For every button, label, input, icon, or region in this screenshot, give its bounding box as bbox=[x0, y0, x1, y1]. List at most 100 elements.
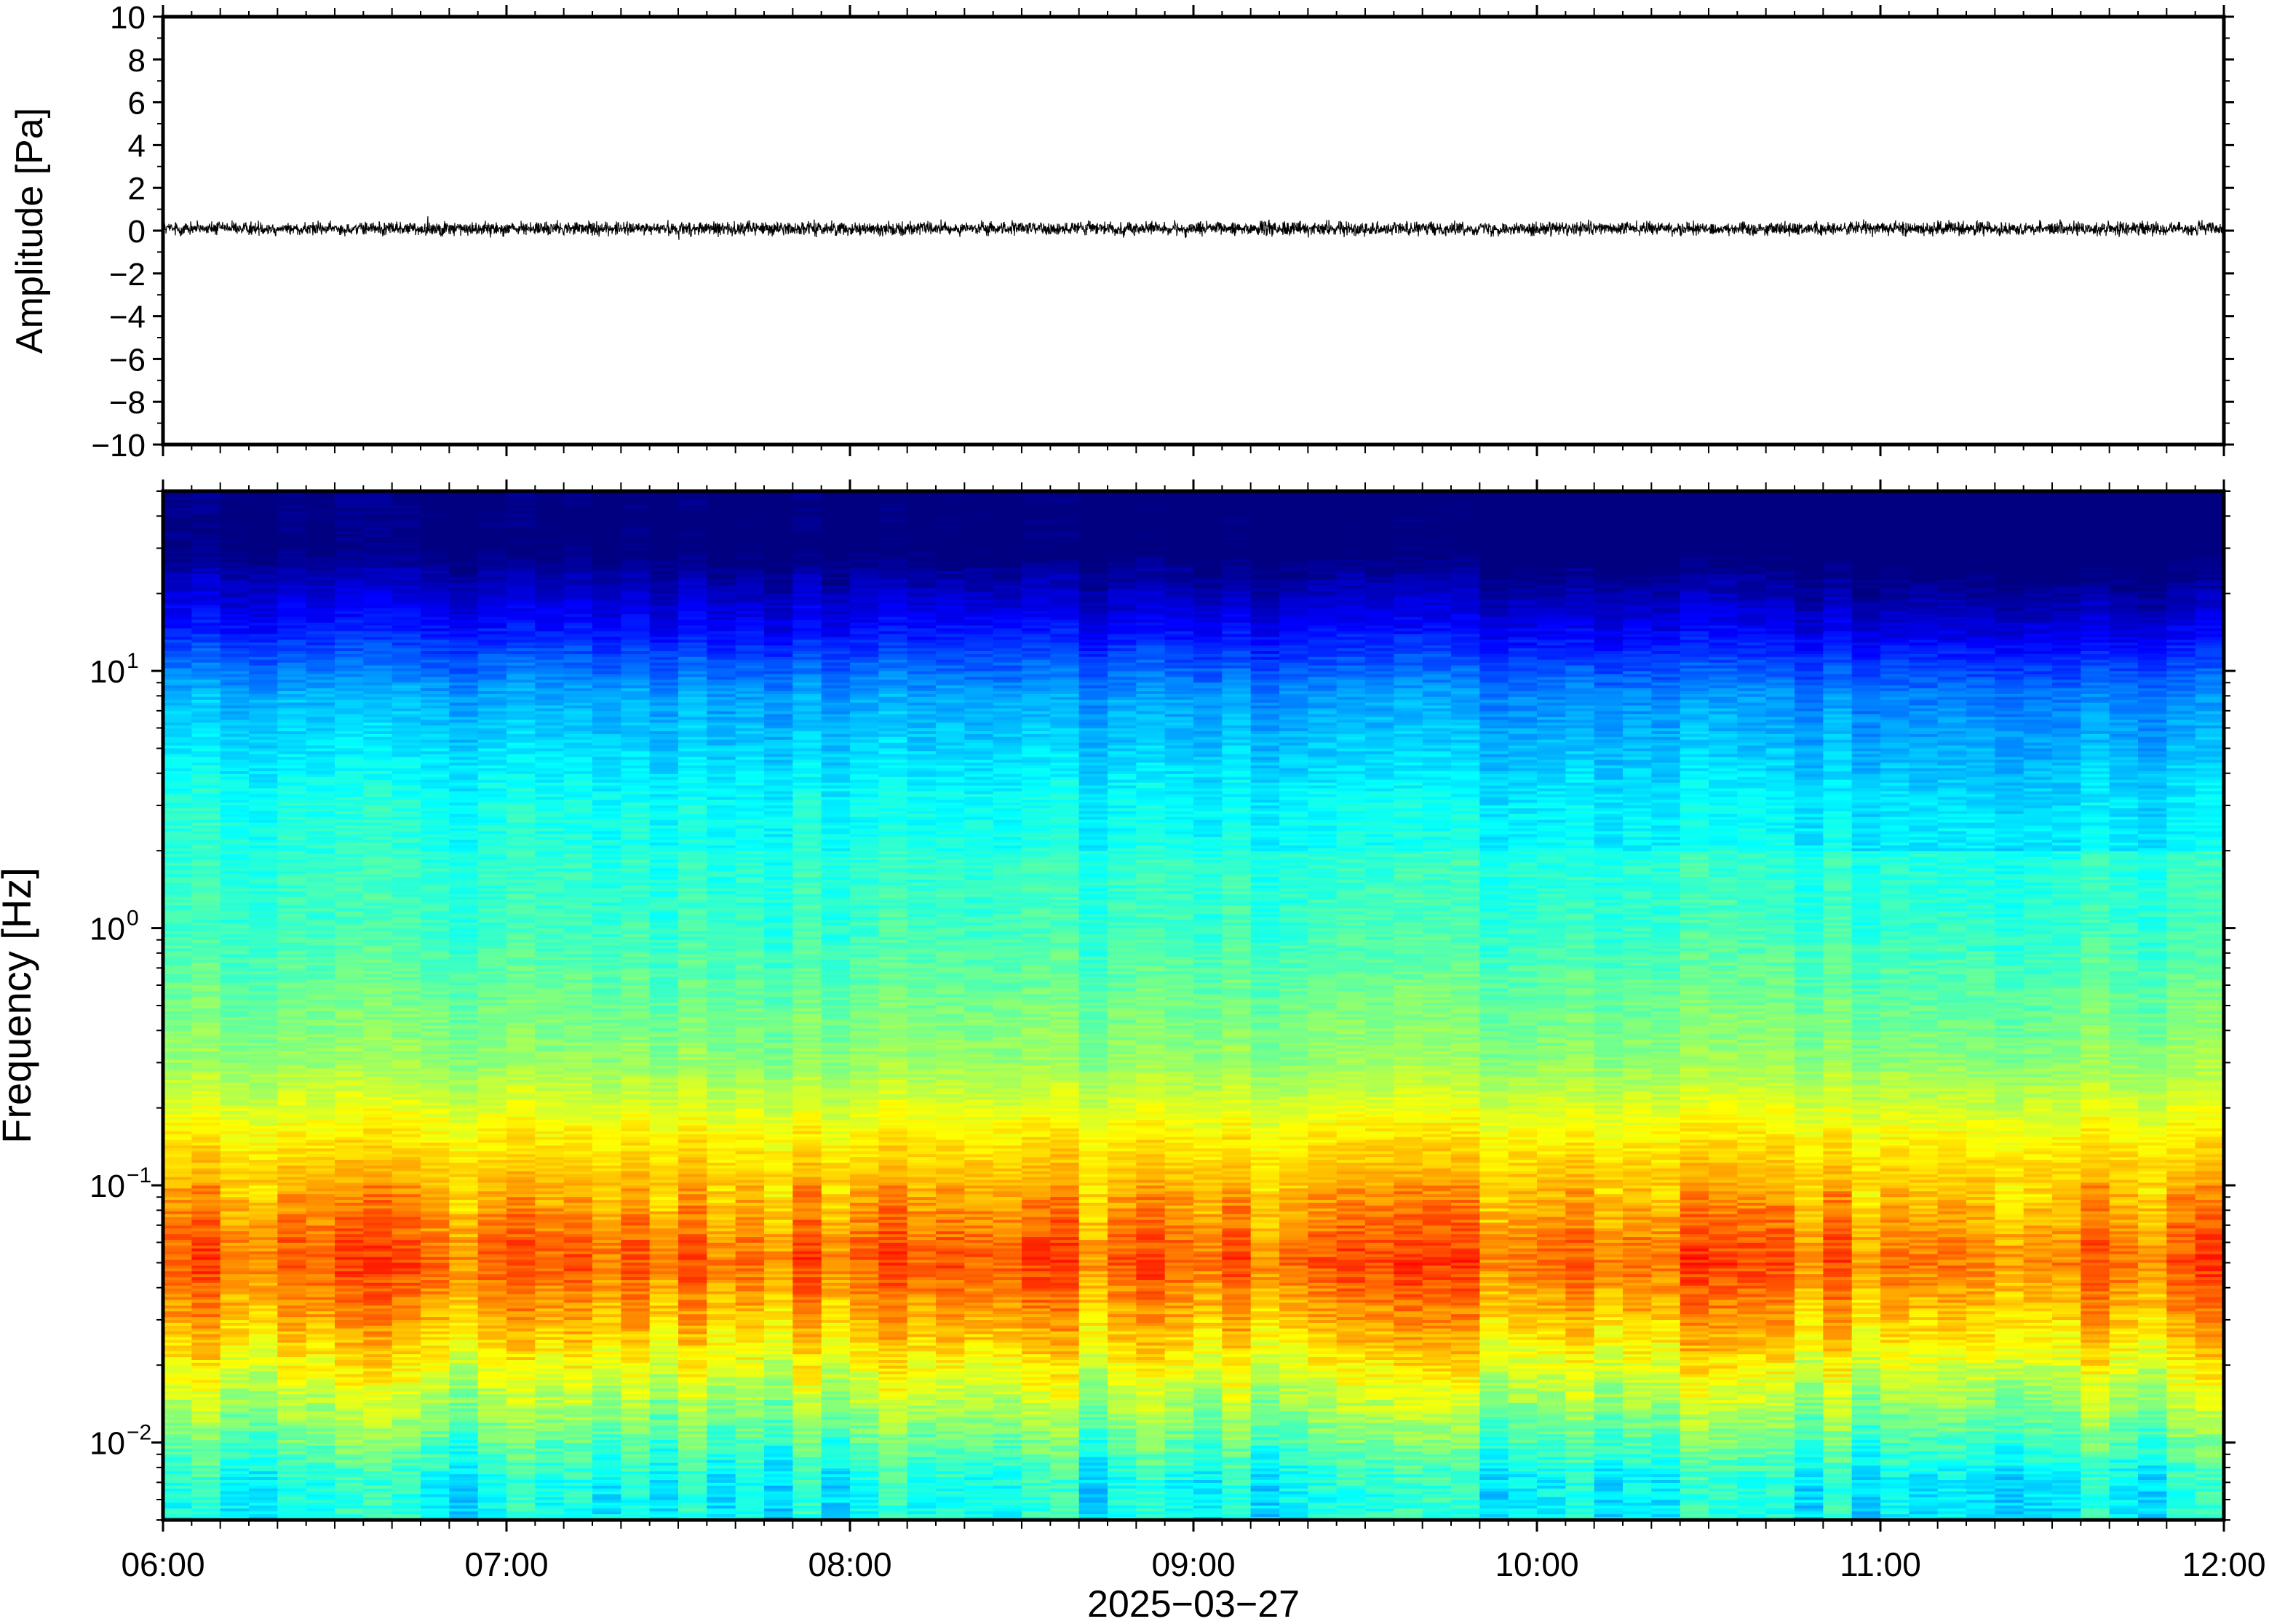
spectrogram-cell bbox=[392, 631, 421, 634]
spectrogram-cell bbox=[1136, 530, 1166, 535]
spectrogram-cell bbox=[506, 505, 536, 509]
spectrogram-cell bbox=[1508, 648, 1538, 652]
spectrogram-cell bbox=[2166, 579, 2196, 584]
spectrogram-cell bbox=[1651, 622, 1681, 626]
spectrogram-cell bbox=[2138, 520, 2167, 523]
spectrogram-cell bbox=[306, 631, 335, 634]
spectrogram-cell bbox=[2023, 665, 2053, 669]
spectrogram-cell bbox=[621, 499, 651, 503]
spectrogram-cell bbox=[1193, 642, 1223, 646]
spectrogram-cell bbox=[964, 594, 994, 597]
spectrogram-cell bbox=[621, 545, 651, 549]
spectrogram-cell bbox=[563, 597, 593, 600]
spectrogram-cell bbox=[1422, 640, 1452, 643]
spectrogram-cell bbox=[2081, 653, 2110, 658]
spectrogram-cell bbox=[821, 576, 851, 581]
spectrogram-cell bbox=[1795, 591, 1824, 594]
spectrogram-cell bbox=[764, 522, 793, 526]
spectrogram-cell bbox=[277, 648, 307, 652]
spectrogram-cell bbox=[1995, 608, 2024, 612]
spectrogram-cell bbox=[1765, 493, 1795, 498]
spectrogram-cell bbox=[2166, 511, 2196, 515]
spectrogram-cell bbox=[392, 677, 421, 680]
spectrogram-cell bbox=[163, 539, 192, 544]
spectrogram-cell bbox=[1451, 600, 1480, 603]
spectrogram-cell bbox=[335, 573, 364, 578]
spectrogram-cell bbox=[621, 642, 651, 646]
spectrogram-cell bbox=[2109, 522, 2139, 526]
spectrogram-cell bbox=[621, 522, 651, 526]
spectrogram-cell bbox=[1680, 610, 1709, 615]
spectrogram-cell bbox=[249, 634, 278, 637]
spectrogram-cell bbox=[1565, 508, 1595, 512]
spectrogram-cell bbox=[1022, 533, 1051, 538]
spectrogram-cell bbox=[1966, 613, 1995, 618]
spectrogram-cell bbox=[621, 570, 651, 575]
spectrogram-cell bbox=[1050, 548, 1080, 552]
spectrogram-cell bbox=[1451, 602, 1480, 606]
spectrogram-cell bbox=[191, 594, 221, 597]
spectrogram-cell bbox=[563, 680, 593, 683]
spectrogram-cell bbox=[1995, 528, 2024, 532]
spectrogram-cell bbox=[1508, 677, 1538, 680]
spectrogram-cell bbox=[449, 677, 479, 680]
spectrogram-cell bbox=[2052, 594, 2081, 597]
spectrogram-cell bbox=[2081, 656, 2110, 661]
spectrogram-cell bbox=[306, 602, 335, 606]
spectrogram-cell bbox=[191, 662, 221, 666]
spectrogram-cell bbox=[363, 536, 393, 541]
spectrogram-cell bbox=[821, 648, 851, 652]
spectrogram-cell bbox=[1565, 570, 1595, 575]
spectrogram-cell bbox=[2081, 533, 2110, 538]
spectrogram-cell bbox=[821, 517, 851, 520]
spectrogram-cell bbox=[621, 656, 651, 661]
spectrogram-cell bbox=[1995, 650, 2024, 655]
spectrogram-cell bbox=[1909, 608, 1939, 612]
spectrogram-cell bbox=[1078, 600, 1108, 603]
spectrogram-cell bbox=[1537, 602, 1566, 606]
spectrogram-cell bbox=[421, 619, 450, 624]
spectrogram-cell bbox=[621, 565, 651, 569]
spectrogram-cell bbox=[592, 562, 621, 566]
spectrogram-cell bbox=[993, 576, 1022, 581]
spectrogram-cell bbox=[1851, 493, 1881, 498]
spectrogram-cell bbox=[993, 565, 1022, 569]
spectrogram-cell bbox=[592, 565, 621, 569]
spectrogram-cell bbox=[1279, 585, 1308, 589]
spectrogram-cell bbox=[1193, 551, 1223, 555]
spectrogram-cell bbox=[1222, 554, 1252, 557]
spectrogram-cell bbox=[1737, 600, 1767, 603]
spectrogram-cell bbox=[1565, 530, 1595, 535]
spectrogram-cell bbox=[678, 508, 707, 512]
spectrogram-cell bbox=[277, 545, 307, 549]
spectrogram-cell bbox=[1193, 536, 1223, 541]
spectrogram-cell bbox=[2081, 505, 2110, 509]
spectrogram-cell bbox=[649, 600, 679, 603]
spectrogram-cell bbox=[1909, 642, 1939, 646]
spectrogram-cell bbox=[1537, 579, 1566, 584]
spectrogram-cell bbox=[2166, 508, 2196, 512]
spectrogram-cell bbox=[1164, 557, 1194, 560]
spectrogram-cell bbox=[477, 562, 507, 566]
spectrogram-cell bbox=[2052, 662, 2081, 666]
spectrogram-cell bbox=[1823, 582, 1853, 586]
spectrogram-cell bbox=[249, 557, 278, 560]
spectrogram-cell bbox=[1222, 565, 1252, 569]
spectrogram-cell bbox=[1050, 656, 1080, 661]
spectrogram-cell bbox=[1108, 560, 1137, 563]
spectrogram-cell bbox=[1394, 565, 1423, 569]
spectrogram-cell bbox=[2109, 674, 2139, 677]
spectrogram-cell bbox=[1250, 520, 1280, 523]
spectrogram-cell bbox=[335, 680, 364, 683]
spectrogram-cell bbox=[1250, 585, 1280, 589]
spectrogram-cell bbox=[1365, 554, 1394, 557]
spectrogram-cell bbox=[821, 533, 851, 538]
spectrogram-cell bbox=[1851, 565, 1881, 569]
spectrogram-cell bbox=[1050, 533, 1080, 538]
spectrogram-cell bbox=[1422, 600, 1452, 603]
spectrogram-cell bbox=[1880, 514, 1910, 517]
spectrogram-cell bbox=[1022, 573, 1051, 578]
spectrogram-cell bbox=[1050, 588, 1080, 592]
spectrogram-cell bbox=[1823, 648, 1853, 652]
spectrogram-cell bbox=[850, 542, 879, 546]
